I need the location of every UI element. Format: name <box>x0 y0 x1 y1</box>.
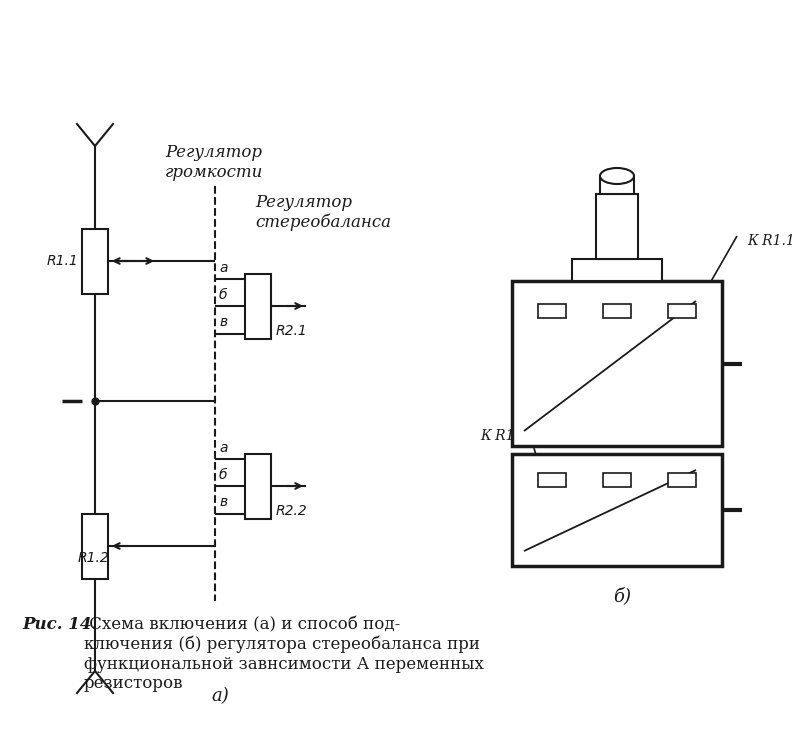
Text: а: а <box>219 440 227 454</box>
Text: R1.1: R1.1 <box>46 254 78 268</box>
Text: а: а <box>678 497 686 510</box>
Text: в: в <box>219 496 227 510</box>
Bar <box>82 514 108 579</box>
Bar <box>245 273 271 339</box>
Text: б): б) <box>613 587 631 605</box>
Bar <box>538 473 566 487</box>
Bar <box>538 304 566 318</box>
Text: R2.2: R2.2 <box>276 504 308 518</box>
Text: Регулятор
громкости: Регулятор громкости <box>165 144 263 181</box>
Bar <box>82 228 108 293</box>
Bar <box>603 473 631 487</box>
Text: а: а <box>678 328 686 341</box>
Text: R2.1: R2.1 <box>276 324 308 338</box>
Text: а): а) <box>211 687 229 705</box>
Text: в: в <box>548 497 556 510</box>
Text: б: б <box>219 288 227 302</box>
Bar <box>512 281 722 446</box>
Text: б: б <box>613 328 621 341</box>
Text: а: а <box>219 261 227 274</box>
Text: в: в <box>548 328 556 341</box>
Text: Регулятор
стереобаланса: Регулятор стереобаланса <box>255 194 391 231</box>
Text: б: б <box>219 468 227 482</box>
Text: R1.2: R1.2 <box>78 551 110 565</box>
Bar <box>668 473 696 487</box>
Text: Схема включения (а) и способ под-
ключения (б) регулятора стереобаланса при
функ: Схема включения (а) и способ под- ключен… <box>84 616 484 692</box>
Bar <box>572 259 662 281</box>
Bar <box>603 304 631 318</box>
Bar <box>600 176 634 194</box>
Ellipse shape <box>600 168 634 184</box>
Bar <box>668 304 696 318</box>
Text: К R1.1: К R1.1 <box>747 234 795 248</box>
Text: б: б <box>613 497 621 510</box>
Bar <box>245 453 271 519</box>
Bar <box>512 454 722 566</box>
Bar <box>596 194 638 259</box>
Text: Рис. 14.: Рис. 14. <box>22 616 98 633</box>
Text: К R1.2: К R1.2 <box>480 429 528 443</box>
Text: в: в <box>219 316 227 330</box>
